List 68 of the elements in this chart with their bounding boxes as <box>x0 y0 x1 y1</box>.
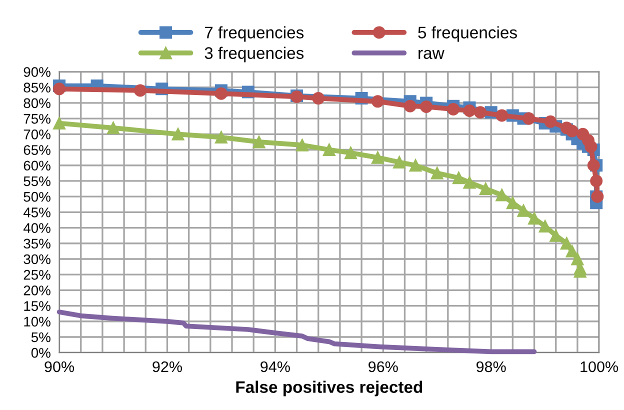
point <box>506 196 519 210</box>
x-tick-label: 94% <box>260 361 290 372</box>
point <box>312 92 325 105</box>
y-tick-label: 35% <box>24 238 50 249</box>
point <box>571 252 584 266</box>
point <box>496 109 508 122</box>
point <box>409 159 422 172</box>
legend-label: raw <box>418 50 444 59</box>
point <box>214 131 228 144</box>
y-tick-label: 0% <box>31 348 50 358</box>
y-tick-label: 45% <box>23 208 50 218</box>
point <box>252 136 266 148</box>
point <box>447 102 460 116</box>
point <box>463 104 476 118</box>
point <box>496 188 508 202</box>
x-tick-label: 100% <box>580 361 618 372</box>
y-tick-label: 5% <box>31 332 50 342</box>
point <box>463 176 476 189</box>
x-axis-title: False positives rejected <box>236 380 422 396</box>
legend-label: 3 frequencies <box>204 46 304 62</box>
y-tick-label: 20% <box>24 286 50 296</box>
y-tick-label: 85% <box>24 82 50 93</box>
point <box>296 138 308 152</box>
y-tick-label: 30% <box>24 254 50 264</box>
point <box>452 172 465 184</box>
point <box>474 106 487 119</box>
point <box>172 128 184 140</box>
x-tick-label: 96% <box>368 361 398 372</box>
point <box>522 112 536 125</box>
point <box>587 159 600 172</box>
y-tick-label: 25% <box>24 270 50 280</box>
point <box>344 146 357 160</box>
y-tick-label: 65% <box>24 145 50 155</box>
point <box>590 174 603 188</box>
y-tick-label: 70% <box>24 129 50 140</box>
line-series <box>56 310 537 354</box>
point <box>430 166 444 180</box>
y-tick-label: 10% <box>24 316 50 327</box>
y-tick-label: 55% <box>24 176 50 186</box>
point <box>479 182 492 196</box>
y-tick-label: 50% <box>24 192 50 202</box>
point <box>53 82 66 96</box>
point <box>134 84 146 97</box>
point <box>322 144 336 156</box>
legend-label: 7 frequencies <box>204 26 304 42</box>
y-tick-label: 80% <box>24 98 50 108</box>
y-tick-label: 15% <box>24 301 50 311</box>
y-tick-label: 90% <box>24 67 50 77</box>
y-tick-label: 75% <box>24 114 50 124</box>
x-tick-label: 98% <box>476 361 506 372</box>
legend-label: 5 frequencies <box>418 26 517 42</box>
point <box>107 122 120 134</box>
point <box>544 115 557 128</box>
x-tick-label: 92% <box>152 361 182 372</box>
point <box>371 95 384 108</box>
point <box>560 237 573 250</box>
point <box>584 140 598 153</box>
point <box>566 244 578 258</box>
y-tick-label: 40% <box>23 223 50 233</box>
point <box>404 100 416 112</box>
point <box>420 100 433 113</box>
point <box>53 116 66 130</box>
point <box>393 156 406 168</box>
point <box>371 151 384 164</box>
y-tick-label: 60% <box>24 160 50 171</box>
x-tick-label: 90% <box>44 361 74 372</box>
point <box>566 124 578 138</box>
point <box>214 87 228 100</box>
